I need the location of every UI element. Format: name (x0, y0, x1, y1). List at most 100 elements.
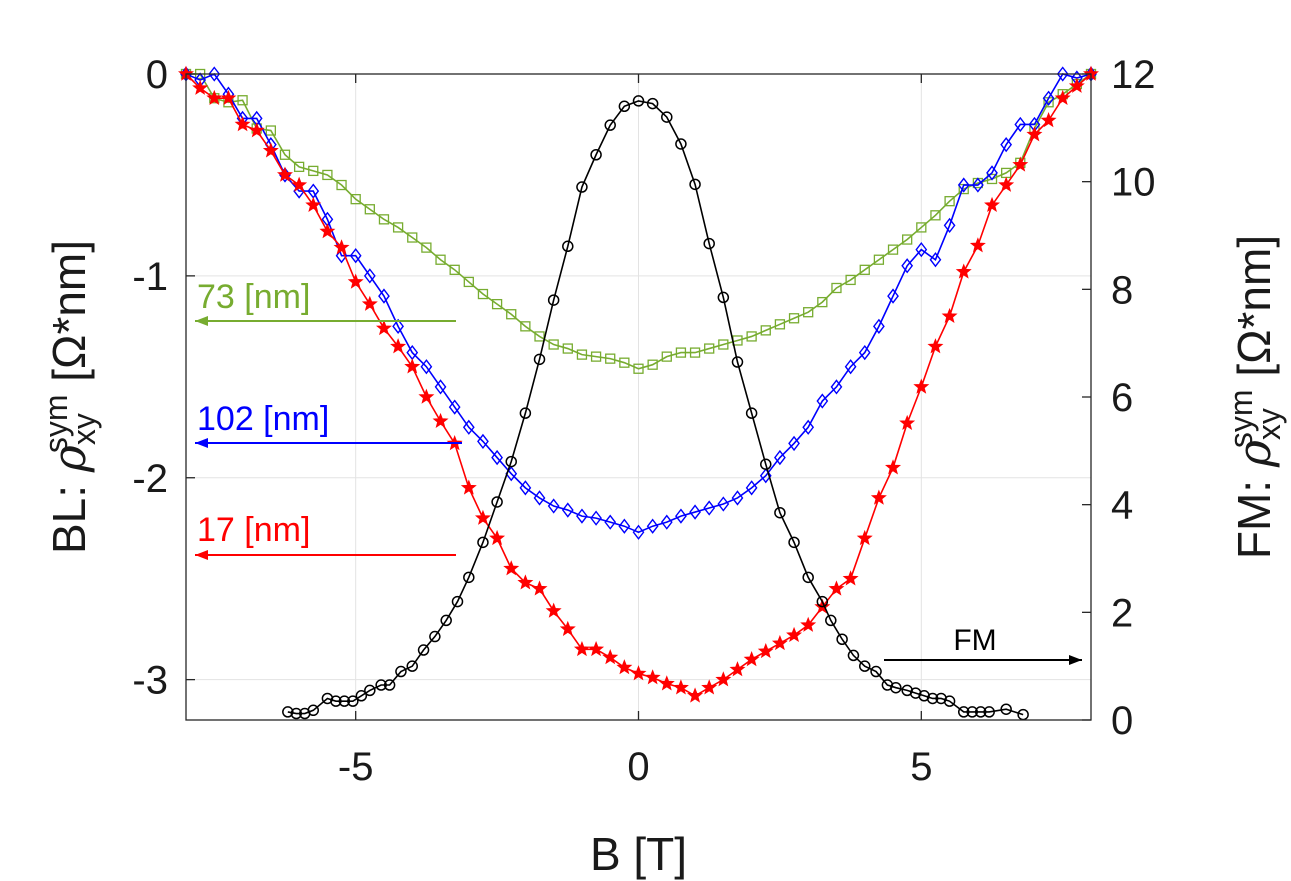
data-point-fm (1000, 703, 1012, 715)
data-point-fm (646, 97, 659, 110)
data-point-fm (562, 240, 574, 253)
data-point-73-nm (788, 313, 800, 324)
data-point-73-nm (633, 363, 644, 374)
data-point-102-nm (774, 449, 786, 466)
data-point-73-nm (619, 357, 630, 368)
data-point-fm (675, 138, 687, 150)
data-point-17-nm (941, 307, 958, 324)
data-point-17-nm (192, 79, 209, 95)
data-point-fm (533, 353, 546, 366)
data-point-73-nm (279, 149, 291, 160)
series-layer (178, 65, 1099, 721)
data-point-102-nm (462, 419, 475, 435)
data-point-102-nm (632, 524, 645, 540)
data-point-102-nm (363, 268, 376, 284)
data-point-17-nm (800, 616, 817, 632)
y-axis-left-label: BL: ρxysym [Ω*nm] (38, 240, 102, 554)
annotation-arrow-17-nm-head (195, 550, 208, 560)
y-right-rho: ρ (1227, 440, 1281, 468)
annotation-label-73-nm: 73 [nm] (197, 278, 310, 316)
data-point-fm (618, 100, 631, 113)
data-point-fm (451, 595, 464, 608)
data-point-102-nm (378, 288, 390, 304)
data-point-fm (943, 695, 956, 707)
data-point-102-nm (491, 449, 503, 466)
data-point-102-nm (1014, 116, 1027, 133)
y-left-tick-label: 0 (146, 53, 168, 97)
data-point-17-nm (602, 649, 619, 665)
data-point-102-nm (858, 344, 871, 361)
data-point-102-nm (434, 379, 447, 395)
data-point-fm (505, 455, 517, 468)
data-point-102-nm (887, 288, 899, 304)
data-point-17-nm (375, 319, 392, 336)
y-right-sup: sym (1223, 389, 1259, 448)
data-point-17-nm (630, 665, 647, 681)
data-point-73-nm (831, 282, 842, 294)
data-point-102-nm (788, 435, 800, 452)
data-point-73-nm (378, 214, 390, 225)
y-right-tick-label: 10 (1111, 161, 1156, 205)
data-point-73-nm (774, 319, 786, 330)
data-point-73-nm (449, 264, 460, 275)
data-point-fm (717, 291, 730, 304)
data-point-102-nm (971, 177, 984, 193)
data-point-17-nm (489, 529, 506, 546)
data-point-73-nm (322, 169, 333, 181)
y-right-tick-label: 2 (1111, 591, 1133, 635)
data-point-17-nm (432, 412, 449, 429)
data-point-73-nm (265, 125, 276, 136)
data-point-73-nm (435, 254, 446, 265)
data-point-73-nm (718, 339, 729, 350)
data-point-17-nm (856, 529, 873, 546)
annotation-arrow-102-nm (195, 438, 462, 448)
data-point-fm (926, 692, 939, 705)
data-point-102-nm (943, 217, 956, 234)
data-point-fm (689, 178, 701, 191)
data-point-102-nm (646, 518, 659, 534)
annotation-arrow-73-nm (195, 316, 456, 326)
data-point-17-nm (277, 166, 293, 182)
data-point-fm (547, 294, 560, 306)
y-right-tick-label: 12 (1111, 53, 1156, 97)
data-point-73-nm (336, 179, 347, 191)
data-point-102-nm (873, 318, 885, 334)
data-point-fm (847, 649, 860, 662)
data-point-17-nm (390, 338, 407, 354)
data-point-17-nm (786, 626, 803, 643)
data-point-fm (307, 704, 320, 717)
data-point-17-nm (687, 687, 704, 703)
data-point-17-nm (404, 358, 421, 374)
data-point-73-nm (605, 353, 616, 364)
y-right-sub: xy (1251, 408, 1287, 440)
data-point-fm (477, 536, 489, 549)
y-axis-right-label: FM: ρxysym [Ω*nm] (1223, 235, 1287, 559)
data-point-73-nm (308, 165, 319, 177)
y-right-tick-label: 8 (1111, 268, 1133, 312)
annotation-arrow-73-nm-head (195, 316, 208, 326)
data-point-73-nm (364, 204, 375, 215)
data-point-17-nm (517, 574, 534, 590)
data-point-fm (974, 706, 987, 718)
data-point-17-nm (644, 669, 661, 685)
data-point-73-nm (689, 347, 701, 358)
data-point-73-nm (350, 194, 361, 205)
data-point-17-nm (588, 640, 605, 657)
data-point-73-nm (576, 349, 588, 360)
data-point-17-nm (672, 679, 689, 695)
data-point-102-nm (929, 252, 942, 268)
data-point-73-nm (887, 244, 899, 255)
data-point-17-nm (729, 661, 746, 677)
data-point-102-nm (547, 498, 560, 514)
data-point-73-nm (520, 321, 531, 332)
data-point-73-nm (859, 264, 870, 275)
data-point-102-nm (604, 514, 617, 530)
data-point-fm (355, 690, 368, 702)
data-point-17-nm (559, 620, 576, 636)
x-axis-label: B [T] (590, 828, 687, 880)
data-point-17-nm (1026, 126, 1043, 142)
data-point-17-nm (998, 176, 1015, 192)
data-point-fm (816, 595, 829, 608)
data-point-102-nm (660, 514, 673, 530)
